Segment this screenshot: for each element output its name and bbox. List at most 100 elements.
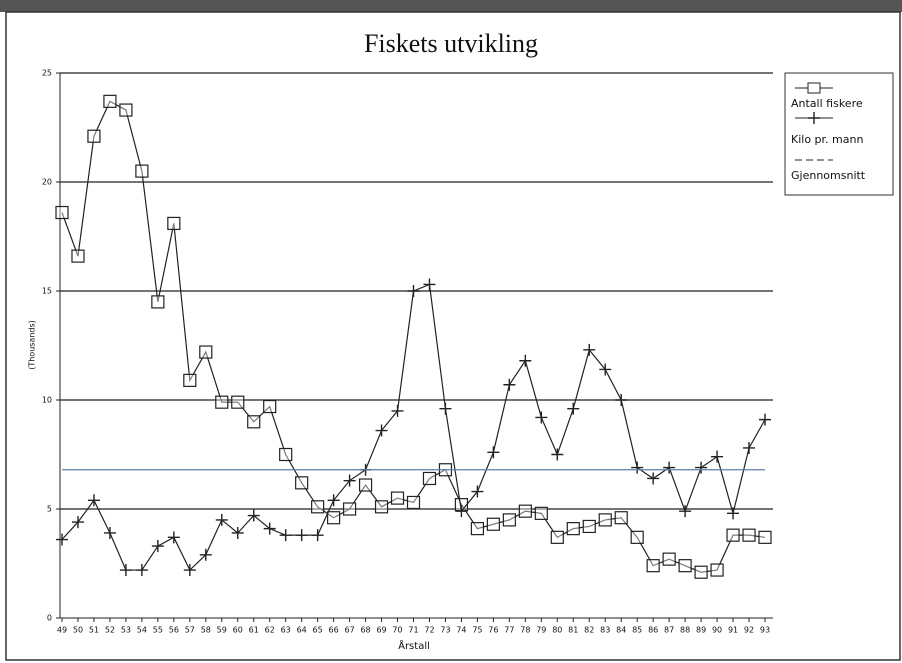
marker <box>598 513 612 527</box>
x-tick-label: 50 <box>73 626 83 635</box>
marker <box>231 395 245 409</box>
x-tick-label: 53 <box>121 626 131 635</box>
marker <box>567 402 580 415</box>
marker <box>502 513 516 527</box>
x-tick-label: 58 <box>201 626 211 635</box>
marker <box>710 563 724 577</box>
x-tick-label: 93 <box>760 626 770 635</box>
marker <box>614 511 628 525</box>
x-tick-label: 88 <box>680 626 690 635</box>
marker <box>135 564 148 577</box>
marker <box>455 505 468 518</box>
x-tick-label: 91 <box>728 626 738 635</box>
x-tick-label: 90 <box>712 626 722 635</box>
marker <box>534 506 548 520</box>
x-tick-label: 71 <box>408 626 418 635</box>
x-tick-label: 76 <box>488 626 498 635</box>
x-tick-label: 51 <box>89 626 99 635</box>
marker <box>471 485 484 498</box>
legend-marker <box>808 112 820 124</box>
marker <box>119 564 132 577</box>
marker <box>327 511 341 525</box>
y-tick-label: 20 <box>42 178 52 187</box>
x-tick-label: 62 <box>265 626 275 635</box>
x-tick-label: 54 <box>137 626 147 635</box>
marker <box>582 519 596 534</box>
marker <box>87 494 100 507</box>
marker <box>519 354 532 367</box>
x-tick-label: 75 <box>472 626 482 635</box>
marker <box>583 343 596 356</box>
top-band <box>0 0 902 12</box>
marker <box>486 517 500 531</box>
marker <box>726 528 740 542</box>
marker <box>487 446 500 459</box>
marker <box>342 502 357 516</box>
series-line <box>61 283 766 572</box>
x-tick-label: 57 <box>185 626 195 635</box>
marker <box>279 529 292 542</box>
marker <box>470 522 485 536</box>
x-tick-label: 83 <box>600 626 610 635</box>
marker <box>758 530 772 544</box>
marker <box>743 441 756 454</box>
marker <box>662 552 676 566</box>
marker <box>646 559 660 573</box>
marker <box>199 548 212 561</box>
marker <box>183 564 196 577</box>
marker <box>407 285 420 297</box>
y-tick-label: 25 <box>42 69 52 78</box>
x-tick-label: 59 <box>217 626 227 635</box>
legend-label: Gjennomsnitt <box>791 169 866 182</box>
x-tick-label: 92 <box>744 626 754 635</box>
marker <box>759 413 771 426</box>
marker <box>151 540 164 553</box>
x-tick-label: 89 <box>696 626 706 635</box>
marker <box>711 450 724 463</box>
x-tick-label: 55 <box>153 626 163 635</box>
marker <box>599 363 612 376</box>
marker <box>535 411 548 424</box>
legend-marker <box>807 82 821 94</box>
x-tick-label: 49 <box>57 626 67 635</box>
marker <box>71 249 85 263</box>
marker <box>503 378 516 391</box>
x-tick-label: 60 <box>233 626 243 635</box>
x-tick-label: 80 <box>552 626 562 635</box>
marker <box>694 565 708 579</box>
marker <box>231 526 244 539</box>
marker <box>551 448 564 461</box>
marker <box>647 472 660 485</box>
marker <box>247 415 261 429</box>
x-tick-label: 82 <box>584 626 594 635</box>
y-axis-label: (Thousands) <box>28 320 37 370</box>
x-tick-label: 64 <box>297 626 307 635</box>
x-tick-label: 70 <box>392 626 402 635</box>
legend-label: Antall fiskere <box>791 97 863 110</box>
x-tick-label: 69 <box>376 626 386 635</box>
marker <box>390 491 405 505</box>
y-tick-label: 5 <box>47 505 52 514</box>
marker <box>391 404 404 417</box>
marker <box>358 478 373 492</box>
frame <box>5 11 901 661</box>
marker <box>167 216 181 231</box>
marker <box>375 424 388 437</box>
marker <box>263 399 277 414</box>
marker <box>566 522 580 536</box>
marker <box>678 559 692 573</box>
marker <box>406 495 421 510</box>
marker <box>311 500 325 514</box>
marker <box>422 471 437 486</box>
marker <box>55 205 69 220</box>
x-tick-label: 85 <box>632 626 642 635</box>
x-tick-label: 61 <box>249 626 259 635</box>
marker <box>615 394 628 406</box>
marker <box>215 513 228 526</box>
x-tick-label: 67 <box>344 626 354 635</box>
x-tick-label: 66 <box>329 626 339 635</box>
x-tick-label: 84 <box>616 626 626 635</box>
marker <box>279 447 293 462</box>
x-tick-label: 73 <box>440 626 450 635</box>
